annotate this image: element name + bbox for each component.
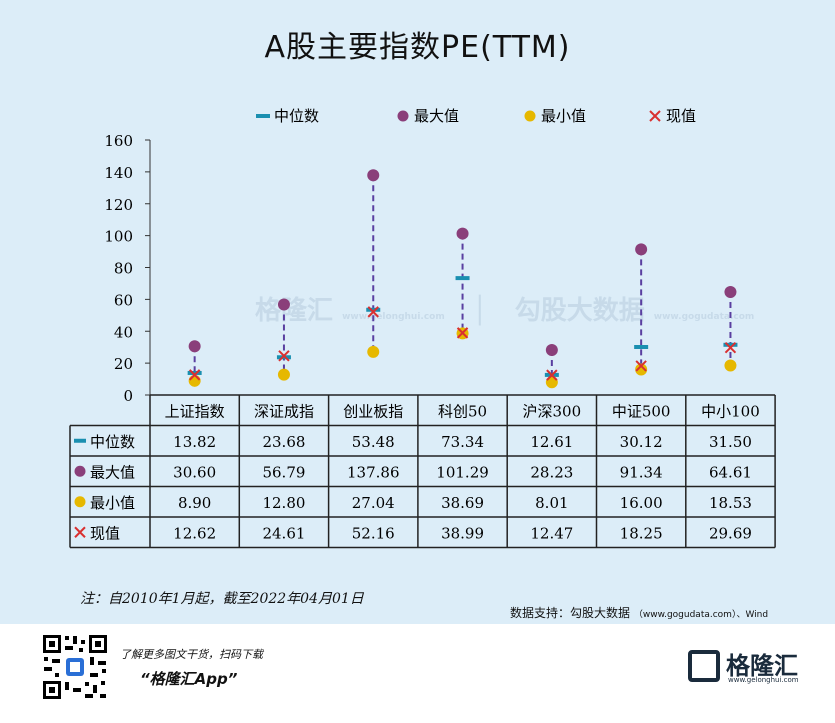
point-current — [278, 350, 290, 362]
point-current — [546, 369, 558, 381]
table-cell: 31.50 — [709, 433, 752, 451]
table-cell: 30.12 — [620, 433, 663, 451]
table-cell: 137.86 — [347, 463, 400, 481]
point-max — [456, 227, 469, 240]
legend-label: 最大值 — [414, 107, 459, 125]
table-cell: 18.53 — [709, 494, 752, 512]
y-tick-label: 80 — [114, 260, 133, 278]
table-cell: 52.16 — [352, 524, 395, 542]
footnote: 注：自2010年1月起，截至2022年04月01日 — [80, 591, 364, 607]
data-source-detail: （www.gogudata.com）、Wind — [633, 610, 769, 620]
table-cell: 24.61 — [262, 524, 305, 542]
chart-title: A股主要指数PE(TTM) — [264, 30, 571, 65]
category-label: 沪深300 — [523, 402, 582, 420]
watermark-brand1: 格隆汇 — [255, 296, 334, 326]
point-max — [277, 298, 290, 311]
y-tick-label: 160 — [104, 132, 133, 150]
table-cell: 12.80 — [262, 494, 305, 512]
table-cell: 23.68 — [262, 433, 305, 451]
row-marker-current — [74, 526, 86, 538]
y-tick-label: 120 — [104, 196, 133, 214]
y-tick-label: 60 — [114, 291, 133, 309]
watermark-brand2: 勾股大数据 — [514, 296, 645, 326]
point-current — [367, 306, 379, 318]
point-current — [724, 341, 737, 354]
promo-text: 了解更多图文干货，扫码下载 — [120, 648, 263, 661]
table-cell: 73.34 — [441, 433, 484, 451]
row-label: 最大值 — [90, 463, 135, 481]
watermark-brand1-url: www.gelonghui.com — [342, 312, 445, 322]
category-label: 深证成指 — [254, 402, 314, 420]
table-cell: 8.01 — [535, 494, 568, 512]
data-source: 数据支持：勾股大数据 （www.gogudata.com）、Wind — [510, 604, 768, 621]
point-current — [635, 360, 647, 372]
footer-banner: 了解更多图文干货，扫码下载 “格隆汇App” 格隆汇 www.gelonghui… — [0, 624, 835, 723]
table-cell: 18.25 — [620, 524, 663, 542]
logo-text: 格隆汇 — [726, 652, 798, 680]
point-min — [635, 363, 648, 376]
table-cell: 12.61 — [530, 433, 573, 451]
watermark: 格隆汇 www.gelonghui.com │ 勾股大数据 www.goguda… — [255, 296, 755, 326]
row-label: 现值 — [90, 524, 120, 542]
point-min — [277, 368, 290, 381]
category-label: 科创50 — [438, 402, 487, 420]
category-label: 中小100 — [701, 402, 760, 420]
point-min — [367, 345, 380, 358]
legend-label: 中位数 — [274, 107, 319, 125]
point-min — [724, 359, 737, 372]
table-cell: 16.00 — [620, 494, 663, 512]
point-current — [188, 369, 201, 381]
category-label: 上证指数 — [165, 402, 225, 420]
table-cell: 38.99 — [441, 524, 484, 542]
table-cell: 12.62 — [173, 524, 216, 542]
category-label: 中证500 — [612, 402, 671, 420]
table-cell: 8.90 — [178, 494, 211, 512]
row-label: 中位数 — [90, 433, 135, 451]
point-max — [188, 340, 201, 353]
table-cell: 101.29 — [436, 463, 489, 481]
table-cell: 27.04 — [352, 494, 395, 512]
category-label: 创业板指 — [343, 402, 403, 420]
row-marker — [74, 496, 86, 508]
logo-icon — [688, 650, 720, 682]
watermark-brand2-url: www.gogudata.com — [653, 312, 755, 322]
y-tick-label: 140 — [104, 164, 133, 182]
point-current — [456, 327, 469, 339]
legend-marker-min — [524, 110, 536, 122]
y-tick-label: 100 — [104, 228, 133, 246]
row-marker — [74, 465, 86, 477]
table-cell: 56.79 — [262, 463, 305, 481]
table-cell: 30.60 — [173, 463, 216, 481]
point-max — [724, 286, 737, 299]
table-cell: 28.23 — [530, 463, 573, 481]
table-cell: 29.69 — [709, 524, 752, 542]
qr-code-icon[interactable] — [40, 632, 110, 702]
legend-marker-max — [397, 110, 409, 122]
y-tick-label: 40 — [114, 323, 133, 341]
data-source-main: 数据支持：勾股大数据 — [510, 606, 631, 620]
table-cell: 64.61 — [709, 463, 752, 481]
table-cell: 12.47 — [530, 524, 573, 542]
table-cell: 91.34 — [620, 463, 663, 481]
y-tick-label: 20 — [114, 355, 133, 373]
legend-label: 现值 — [666, 107, 696, 125]
table-cell: 53.48 — [352, 433, 395, 451]
table-cell: 38.69 — [441, 494, 484, 512]
y-tick-label: 0 — [123, 387, 133, 405]
point-max — [635, 243, 648, 256]
point-min — [188, 374, 201, 387]
legend-label: 最小值 — [541, 107, 586, 125]
point-max — [545, 344, 558, 357]
point-max — [367, 169, 380, 182]
legend-marker-current — [649, 110, 661, 122]
table-cell: 13.82 — [173, 433, 216, 451]
logo-url: www.gelonghui.com — [728, 676, 799, 684]
row-label: 最小值 — [90, 494, 135, 512]
app-name: “格隆汇App” — [140, 670, 238, 688]
